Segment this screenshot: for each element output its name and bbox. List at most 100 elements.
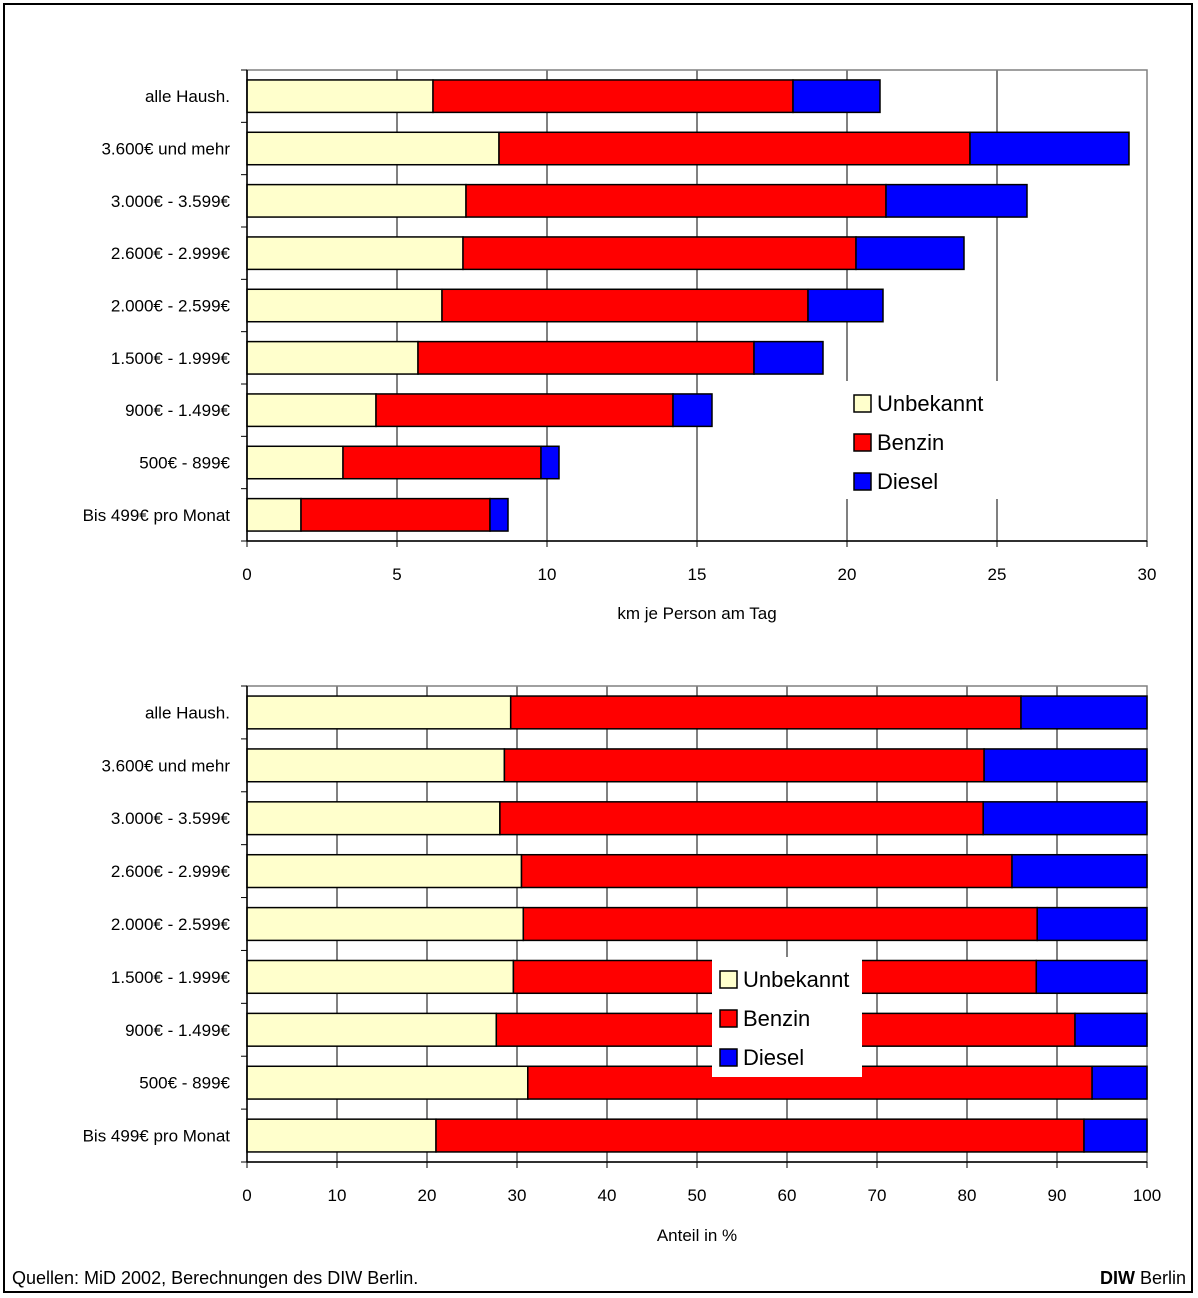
bar-unbekannt (246, 183, 467, 218)
x-tick-label: 0 (242, 1186, 251, 1205)
category-label: 2.600€ - 2.999€ (111, 862, 231, 881)
x-tick-label: 20 (418, 1186, 437, 1205)
category-label: 1.500€ - 1.999€ (111, 349, 231, 368)
category-label: alle Haush. (145, 703, 230, 722)
bar-unbekannt (246, 445, 344, 480)
brand-label: DIW Berlin (1100, 1268, 1186, 1289)
bar-benzin (300, 497, 491, 532)
bar-diesel (672, 393, 713, 428)
category-label: 3.000€ - 3.599€ (111, 809, 231, 828)
bar-benzin (522, 906, 1038, 942)
bar-diesel (540, 445, 560, 480)
bar-unbekannt (246, 853, 523, 889)
category-label: 1.500€ - 1.999€ (111, 968, 231, 987)
chart-1: alle Haush. 3.600€ und mehr 3.000€ - 3.599… (83, 69, 1157, 623)
legend-swatch-unbekannt (853, 394, 872, 413)
bar-unbekannt (246, 79, 434, 114)
bar-diesel (983, 748, 1148, 783)
bar-benzin (417, 340, 755, 375)
bar-unbekannt (246, 131, 500, 166)
bar-diesel (1035, 959, 1148, 995)
legend-swatch-unbekannt (719, 970, 738, 989)
legend-swatch-diesel (853, 472, 872, 491)
bar-diesel (753, 340, 824, 375)
x-tick-label: 40 (598, 1186, 617, 1205)
legend-label-diesel: Diesel (743, 1045, 804, 1070)
x-tick-label: 0 (242, 565, 251, 584)
bar-benzin (499, 801, 984, 836)
category-label: 3.600€ und mehr (101, 756, 230, 775)
bar-diesel (1036, 906, 1148, 942)
legend-label-diesel: Diesel (877, 469, 938, 494)
legend-swatch-benzin (853, 433, 872, 452)
x-tick-label: 50 (688, 1186, 707, 1205)
x-tick-label: 60 (778, 1186, 797, 1205)
bar-benzin (441, 288, 809, 323)
category-label: 500€ - 899€ (139, 454, 230, 473)
bar-diesel (1011, 853, 1148, 889)
bar-diesel (1083, 1118, 1148, 1153)
legend-swatch-diesel (719, 1048, 738, 1067)
category-label: Bis 499€ pro Monat (83, 1127, 231, 1146)
bar-unbekannt (246, 1012, 498, 1047)
x-tick-label: 30 (508, 1186, 527, 1205)
bar-unbekannt (246, 695, 512, 730)
bar-benzin (503, 748, 985, 783)
x-tick-label: 90 (1048, 1186, 1067, 1205)
category-label: 2.000€ - 2.599€ (111, 297, 231, 316)
bar-benzin (465, 183, 887, 218)
bar-diesel (489, 497, 509, 532)
bar-diesel (982, 801, 1148, 836)
category-label: alle Haush. (145, 87, 230, 106)
bar-benzin (432, 79, 794, 114)
bar-unbekannt (246, 959, 515, 995)
bar-benzin (520, 853, 1013, 889)
brand-bold: DIW (1099, 1268, 1135, 1288)
bar-unbekannt (246, 1065, 529, 1100)
legend-label-unbekannt: Unbekannt (877, 391, 983, 416)
category-label: 2.000€ - 2.599€ (111, 915, 231, 934)
bar-diesel (885, 183, 1028, 218)
bar-benzin (462, 236, 857, 271)
chart-2: alle Haush. 3.600€ und mehr 3.000€ - 3.599… (83, 685, 1161, 1245)
category-label: 900€ - 1.499€ (125, 1021, 230, 1040)
bar-unbekannt (246, 340, 419, 375)
legend-label-benzin: Benzin (743, 1006, 810, 1031)
bar-unbekannt (246, 906, 525, 942)
bar-unbekannt (246, 236, 464, 271)
x-tick-label: 10 (328, 1186, 347, 1205)
legend-label-unbekannt: Unbekannt (743, 967, 849, 992)
bar-unbekannt (246, 801, 501, 836)
legend: Unbekannt Benzin Diesel (846, 381, 998, 499)
bar-diesel (969, 131, 1130, 166)
bar-diesel (1091, 1065, 1148, 1100)
x-axis-title: Anteil in % (657, 1226, 737, 1245)
category-label: 900€ - 1.499€ (125, 401, 230, 420)
bar-diesel (855, 236, 965, 271)
bar-benzin (509, 695, 1022, 730)
category-label: 500€ - 899€ (139, 1074, 230, 1093)
category-label: 2.600€ - 2.999€ (111, 244, 231, 263)
brand-rest: Berlin (1134, 1268, 1186, 1288)
bar-unbekannt (246, 497, 302, 532)
x-tick-label: 80 (958, 1186, 977, 1205)
legend: Unbekannt Benzin Diesel (712, 957, 862, 1077)
bar-unbekannt (246, 1118, 437, 1153)
bar-benzin (342, 445, 542, 480)
x-tick-label: 25 (988, 565, 1007, 584)
x-tick-label: 20 (838, 565, 857, 584)
category-label: 3.600€ und mehr (101, 140, 230, 159)
bar-benzin (498, 131, 971, 166)
category-label: 3.000€ - 3.599€ (111, 192, 231, 211)
bar-benzin (435, 1118, 1085, 1153)
bar-diesel (1074, 1012, 1148, 1047)
bar-diesel (807, 288, 884, 323)
bar-benzin (375, 393, 674, 428)
bar-unbekannt (246, 748, 506, 783)
x-tick-label: 30 (1138, 565, 1157, 584)
legend-label-benzin: Benzin (877, 430, 944, 455)
x-tick-label: 10 (538, 565, 557, 584)
x-tick-label: 100 (1133, 1186, 1161, 1205)
x-axis-title: km je Person am Tag (617, 604, 776, 623)
